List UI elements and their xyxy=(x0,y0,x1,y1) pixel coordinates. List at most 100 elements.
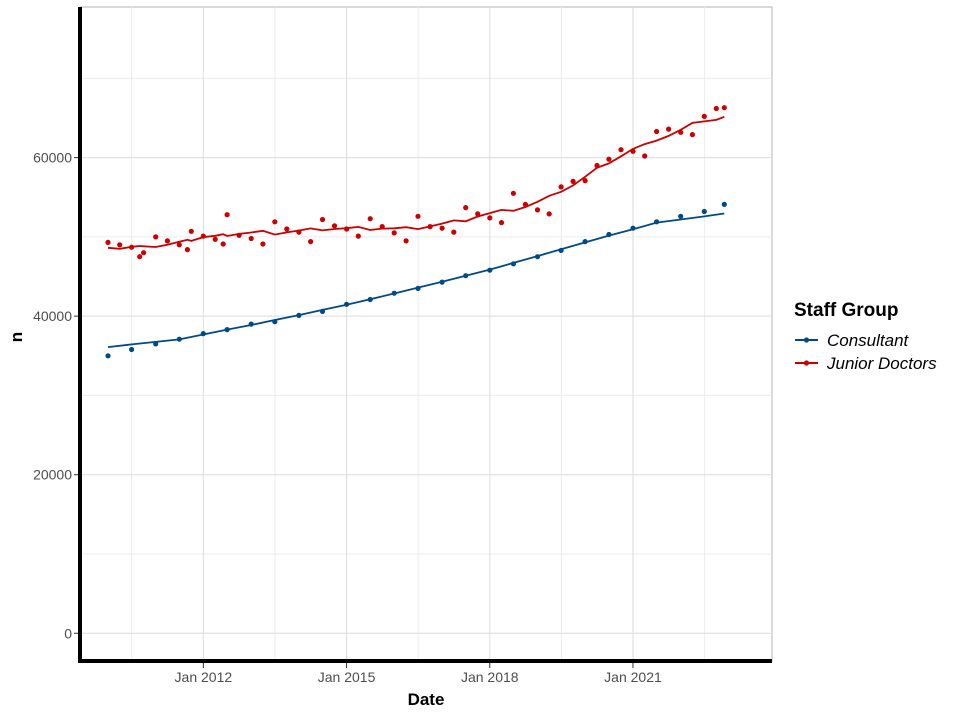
data-point xyxy=(137,254,143,260)
data-point xyxy=(319,216,326,223)
data-point xyxy=(487,267,493,273)
data-point xyxy=(721,201,727,207)
data-point xyxy=(463,205,469,211)
data-point xyxy=(117,242,123,248)
x-tick-label: Jan 2015 xyxy=(318,669,376,685)
data-point xyxy=(475,211,481,217)
data-point xyxy=(391,290,397,296)
data-point xyxy=(355,233,361,239)
data-point xyxy=(498,220,505,226)
data-point xyxy=(510,261,516,267)
y-tick-label: 20000 xyxy=(33,467,72,483)
legend-key-point xyxy=(803,337,810,343)
data-point xyxy=(272,219,278,225)
data-point xyxy=(642,153,648,159)
data-point xyxy=(630,148,636,154)
data-point xyxy=(606,231,612,238)
data-point xyxy=(176,242,182,248)
data-point xyxy=(558,184,564,190)
data-point xyxy=(296,229,302,235)
data-point xyxy=(105,353,111,359)
y-axis-title: n xyxy=(7,332,26,342)
x-tick-label: Jan 2021 xyxy=(604,669,662,685)
data-point xyxy=(415,285,421,291)
data-point xyxy=(427,224,433,230)
data-point xyxy=(236,232,242,238)
data-point xyxy=(284,226,290,232)
trend-line xyxy=(107,115,725,250)
data-point xyxy=(391,230,397,236)
data-point xyxy=(654,219,660,225)
x-ticks: Jan 2012 Jan 2015 Jan 2018 Jan 2021 xyxy=(175,663,662,685)
data-point xyxy=(260,241,266,247)
data-point xyxy=(689,132,696,138)
data-point xyxy=(248,321,254,327)
data-point xyxy=(248,235,254,242)
data-point xyxy=(129,346,135,353)
data-point xyxy=(153,341,159,347)
data-point xyxy=(558,247,564,253)
data-point xyxy=(212,236,218,242)
data-point xyxy=(721,105,727,111)
data-point xyxy=(510,190,516,196)
data-point xyxy=(487,215,493,221)
legend-label: Consultant xyxy=(827,331,910,350)
data-point xyxy=(224,327,230,333)
data-point xyxy=(463,273,469,279)
data-point xyxy=(701,113,707,119)
data-point xyxy=(678,129,684,135)
y-tick-label: 40000 xyxy=(33,308,72,324)
data-point xyxy=(451,229,457,235)
data-point xyxy=(594,162,600,169)
legend-item: Consultant xyxy=(795,331,910,350)
data-point xyxy=(129,244,135,250)
legend-title: Staff Group xyxy=(794,300,899,321)
data-point xyxy=(367,296,373,303)
legend-items: Consultant Junior Doctors xyxy=(795,331,937,373)
data-point xyxy=(713,105,719,112)
data-point xyxy=(153,234,159,240)
data-point xyxy=(308,239,314,245)
data-point xyxy=(319,308,326,314)
data-point xyxy=(534,254,541,260)
y-tick-label: 0 xyxy=(64,625,72,641)
data-point xyxy=(200,233,206,239)
x-axis-title: Date xyxy=(408,690,445,709)
x-tick-label: Jan 2018 xyxy=(461,669,519,685)
data-point xyxy=(344,226,350,232)
data-point xyxy=(200,331,206,337)
legend-key-point xyxy=(803,360,810,366)
data-point xyxy=(570,178,576,184)
plot-panel xyxy=(79,6,773,662)
grid-minor xyxy=(80,7,772,661)
data-point xyxy=(184,247,190,253)
data-point xyxy=(701,208,707,215)
legend: Staff Group Consultant Junior Doctors xyxy=(794,300,937,373)
series-layer xyxy=(105,105,727,359)
data-point xyxy=(534,207,541,213)
data-point xyxy=(224,212,230,218)
data-point xyxy=(439,279,445,285)
data-point xyxy=(606,156,612,162)
data-point xyxy=(678,213,684,219)
data-point xyxy=(630,225,636,231)
data-point xyxy=(546,211,552,217)
x-tick-label: Jan 2012 xyxy=(175,669,233,685)
series-junior-doctors xyxy=(105,105,727,260)
data-point xyxy=(176,336,182,342)
data-point xyxy=(220,241,226,247)
y-tick-label: 60000 xyxy=(33,150,72,166)
legend-label: Junior Doctors xyxy=(826,354,937,373)
data-point xyxy=(367,216,373,222)
data-point xyxy=(522,201,529,207)
data-point xyxy=(188,228,194,234)
data-point xyxy=(582,239,588,245)
data-point xyxy=(618,147,624,153)
data-point xyxy=(403,238,409,244)
data-point xyxy=(141,250,147,256)
data-point xyxy=(272,319,278,325)
data-point xyxy=(344,301,350,307)
data-point xyxy=(379,224,385,230)
data-point xyxy=(331,223,338,229)
